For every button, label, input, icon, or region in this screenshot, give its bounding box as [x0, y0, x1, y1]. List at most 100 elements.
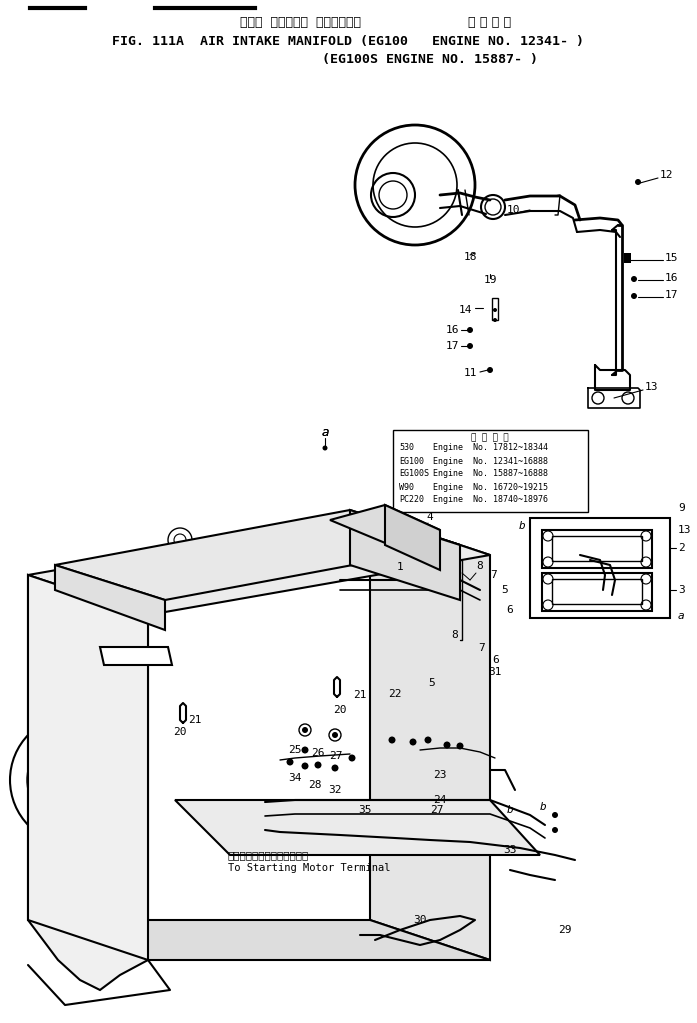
Circle shape: [443, 742, 450, 749]
Text: 適 用 号 機: 適 用 号 機: [471, 434, 509, 443]
Circle shape: [332, 732, 338, 738]
Text: 13: 13: [678, 525, 691, 535]
Text: 7: 7: [491, 570, 498, 580]
Text: FIG. 111A  AIR INTAKE MANIFOLD (EG100   ENGINE NO. 12341- ): FIG. 111A AIR INTAKE MANIFOLD (EG100 ENG…: [112, 36, 584, 48]
Text: 35: 35: [358, 805, 372, 815]
Text: 27: 27: [329, 751, 343, 761]
Polygon shape: [100, 647, 172, 665]
Circle shape: [355, 125, 475, 244]
Text: b: b: [539, 802, 546, 812]
Text: 10: 10: [506, 205, 520, 215]
Text: 28: 28: [308, 780, 322, 790]
Text: FWD: FWD: [126, 651, 146, 661]
Circle shape: [552, 827, 558, 833]
Circle shape: [625, 256, 629, 261]
Bar: [624, 253, 631, 263]
Text: a: a: [678, 611, 684, 621]
Circle shape: [467, 343, 473, 349]
Text: 7: 7: [479, 643, 485, 653]
Text: 4: 4: [427, 512, 434, 522]
Polygon shape: [350, 510, 460, 601]
Text: W90: W90: [399, 483, 414, 491]
Text: 11: 11: [464, 368, 477, 379]
Circle shape: [493, 308, 497, 312]
Text: 8: 8: [452, 630, 459, 640]
Polygon shape: [55, 510, 460, 601]
Circle shape: [552, 812, 558, 818]
Text: 21: 21: [353, 690, 367, 700]
Circle shape: [388, 737, 395, 744]
Circle shape: [348, 755, 355, 761]
Text: 5: 5: [429, 678, 436, 688]
Text: 19: 19: [483, 275, 497, 285]
Text: 17: 17: [445, 341, 459, 351]
Text: 24: 24: [434, 795, 447, 805]
Text: 6: 6: [507, 605, 514, 615]
Text: 18: 18: [464, 252, 477, 262]
Circle shape: [631, 293, 637, 299]
Polygon shape: [385, 505, 440, 570]
Text: Engine  No. 15887~16888: Engine No. 15887~16888: [433, 470, 548, 479]
Bar: [542, 530, 652, 568]
Text: スターティングモータ端子へ: スターティングモータ端子へ: [228, 850, 309, 860]
Text: 26: 26: [312, 748, 325, 758]
Text: EG100: EG100: [399, 456, 424, 465]
Circle shape: [323, 445, 328, 450]
Text: PC220: PC220: [399, 495, 424, 504]
Text: Engine  No. 18740~18976: Engine No. 18740~18976: [433, 495, 548, 504]
Circle shape: [314, 761, 321, 768]
Bar: [492, 298, 498, 320]
Text: Engine  No. 17812~18344: Engine No. 17812~18344: [433, 444, 548, 452]
Text: 22: 22: [388, 690, 401, 699]
Text: 21: 21: [188, 715, 201, 725]
Bar: [530, 518, 670, 618]
Text: 8: 8: [477, 561, 484, 571]
Text: a: a: [321, 426, 329, 439]
Text: 17: 17: [665, 290, 678, 300]
Text: 16: 16: [445, 325, 459, 335]
Polygon shape: [28, 575, 148, 960]
Text: Engine  No. 12341~16888: Engine No. 12341~16888: [433, 456, 548, 465]
Circle shape: [286, 758, 293, 765]
Text: エアー  インテーク  マニホールド: エアー インテーク マニホールド: [240, 15, 360, 29]
Text: 23: 23: [434, 770, 447, 780]
Text: 13: 13: [645, 382, 659, 392]
Circle shape: [487, 367, 493, 373]
Text: To Starting Motor Terminal: To Starting Motor Terminal: [228, 863, 390, 873]
Text: 27: 27: [430, 805, 444, 815]
Text: (EG100S ENGINE NO. 15887- ): (EG100S ENGINE NO. 15887- ): [322, 53, 538, 66]
Circle shape: [424, 737, 431, 744]
Text: 3: 3: [678, 585, 684, 595]
Text: 34: 34: [289, 773, 302, 783]
Polygon shape: [175, 800, 540, 855]
Polygon shape: [55, 565, 165, 630]
Circle shape: [410, 739, 417, 746]
Polygon shape: [28, 515, 490, 615]
Bar: [552, 536, 642, 561]
Bar: [393, 430, 588, 512]
Text: 5: 5: [502, 585, 508, 595]
Text: 20: 20: [174, 727, 187, 737]
Circle shape: [631, 276, 637, 282]
Text: 25: 25: [289, 745, 302, 755]
Text: 2: 2: [678, 543, 684, 553]
Text: 16: 16: [665, 273, 678, 283]
Circle shape: [493, 318, 497, 322]
Text: 33: 33: [503, 845, 516, 855]
Polygon shape: [28, 575, 148, 990]
Text: Engine  No. 16720~19215: Engine No. 16720~19215: [433, 483, 548, 491]
Text: 30: 30: [413, 915, 427, 925]
Text: 15: 15: [665, 253, 678, 263]
Circle shape: [302, 747, 309, 754]
Circle shape: [457, 743, 464, 750]
Text: b: b: [507, 805, 514, 815]
Text: 530: 530: [399, 444, 414, 452]
Text: 1: 1: [397, 562, 404, 572]
Text: 12: 12: [660, 170, 673, 180]
Circle shape: [467, 327, 473, 333]
Text: EG100S: EG100S: [399, 470, 429, 479]
Circle shape: [635, 179, 641, 185]
Text: 6: 6: [493, 655, 499, 665]
Text: a: a: [321, 426, 329, 439]
Polygon shape: [28, 920, 490, 960]
